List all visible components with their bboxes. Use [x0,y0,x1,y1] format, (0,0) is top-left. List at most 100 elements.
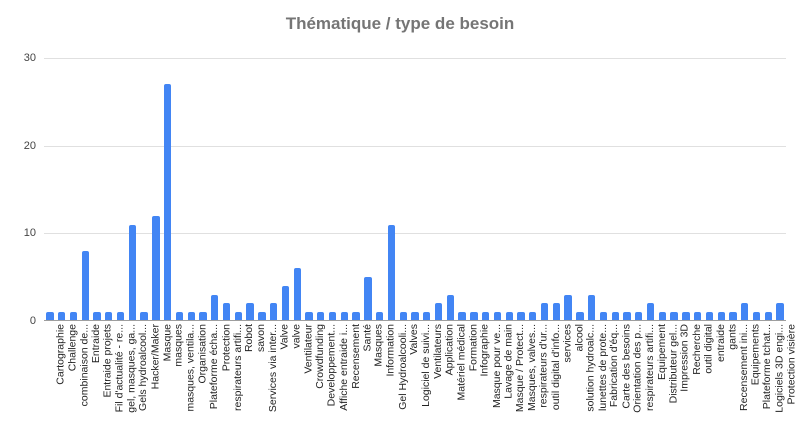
bar[interactable] [199,312,207,320]
bar[interactable] [258,312,266,320]
bar[interactable] [434,303,443,320]
bar[interactable] [517,312,525,320]
x-tick-label: combinaison de... [78,324,91,407]
bar[interactable] [741,303,749,320]
bar[interactable] [340,312,348,320]
x-tick-label: outil digital [702,324,715,374]
bar[interactable] [352,312,360,320]
x-tick-label: Protection [219,324,232,372]
bar[interactable] [293,268,301,320]
bar[interactable] [729,312,737,320]
x-tick-label: Masque [160,324,173,362]
bar[interactable] [305,312,313,320]
bar[interactable] [387,224,396,320]
x-tick-label: Information [384,324,397,377]
bar[interactable] [281,285,290,320]
bar[interactable] [493,312,502,320]
bar[interactable] [270,303,278,320]
bar[interactable] [588,294,596,320]
x-tick-label: Plateforme écha... [208,324,220,410]
bar[interactable] [234,312,242,320]
x-tick-label: Logiciel de suivi... [420,324,432,407]
y-tick-label: 10 [23,227,36,240]
bar[interactable] [411,312,419,320]
x-tick-label: Protection visière [785,324,798,405]
bar[interactable] [552,303,560,320]
x-tick-label: Masques, valves... [526,324,538,411]
bar[interactable] [175,312,184,320]
bar[interactable] [635,312,643,320]
bar[interactable] [128,224,136,320]
bar[interactable] [140,312,148,320]
x-tick-label: Organisation [196,324,209,384]
bar[interactable] [564,294,572,320]
x-tick-label: Recensement [349,324,362,389]
x-tick-label: savon [255,324,268,353]
bar[interactable] [576,312,584,320]
bar[interactable] [211,294,219,320]
bar[interactable] [611,312,619,320]
bar[interactable] [529,312,537,320]
bar[interactable] [93,312,101,320]
bar[interactable] [69,312,78,320]
bar[interactable] [364,277,372,320]
bar[interactable] [58,312,66,320]
bar[interactable] [105,312,113,320]
bar[interactable] [646,303,655,320]
x-tick-label: Recensement ini... [738,324,750,411]
bar[interactable] [694,312,702,320]
bar[interactable] [776,303,784,320]
x-tick-label: Plateforme tchat... [761,324,774,410]
bar[interactable] [599,312,608,320]
bar[interactable] [764,312,772,320]
bar[interactable] [446,294,454,320]
bar[interactable] [682,312,690,320]
bar[interactable] [423,312,431,320]
y-tick-label: 0 [29,315,36,327]
bar[interactable] [623,312,631,320]
bar[interactable] [658,312,666,320]
bar[interactable] [164,84,172,320]
bar[interactable] [482,312,490,320]
bar[interactable] [317,312,325,320]
bar[interactable] [116,312,125,320]
x-tick-label: respirateurs artifi... [643,324,656,411]
gridline [44,58,786,59]
x-tick-label: Gels hydroalcool... [137,324,150,411]
x-tick-label: respirateurs d'ur... [537,324,550,408]
bar[interactable] [752,312,761,320]
bar[interactable] [328,312,337,320]
bar[interactable] [46,312,54,320]
x-tick-label: Carte des besoins [620,324,633,409]
x-tick-label: Formation [467,324,480,372]
bar[interactable] [376,312,384,320]
bar[interactable] [399,312,407,320]
bar[interactable] [222,303,231,320]
bar[interactable] [458,312,466,320]
x-tick-label: alcool [573,324,586,352]
x-tick-label: Developpement... [325,324,338,407]
x-tick-label: Distributeur gel... [667,324,680,404]
bar[interactable] [505,312,513,320]
bar[interactable] [717,312,725,320]
x-tick-label: Matériel médical [455,324,468,401]
x-tick-label: Challenge [66,324,79,372]
x-tick-label: Fabrication d'éq... [608,324,621,408]
x-tick-label: Application [443,324,456,376]
bar[interactable] [540,303,549,320]
x-tick-label: Masques [372,324,385,367]
bar[interactable] [81,250,89,320]
bar[interactable] [246,303,254,320]
x-tick-label: masques, ventila... [184,324,197,412]
x-tick-label: services [561,324,574,363]
x-tick-label: Masque pour ve... [490,324,503,409]
y-tick-label: 30 [23,52,36,64]
x-tick-label: respirateurs artifi... [231,324,244,411]
bar[interactable] [670,312,678,320]
bar[interactable] [187,312,195,320]
x-tick-label: Impression 3D [679,324,692,392]
bar[interactable] [470,312,478,320]
bar[interactable] [705,312,714,320]
bar[interactable] [152,215,160,320]
x-tick-label: Crowdfunding [314,324,326,389]
